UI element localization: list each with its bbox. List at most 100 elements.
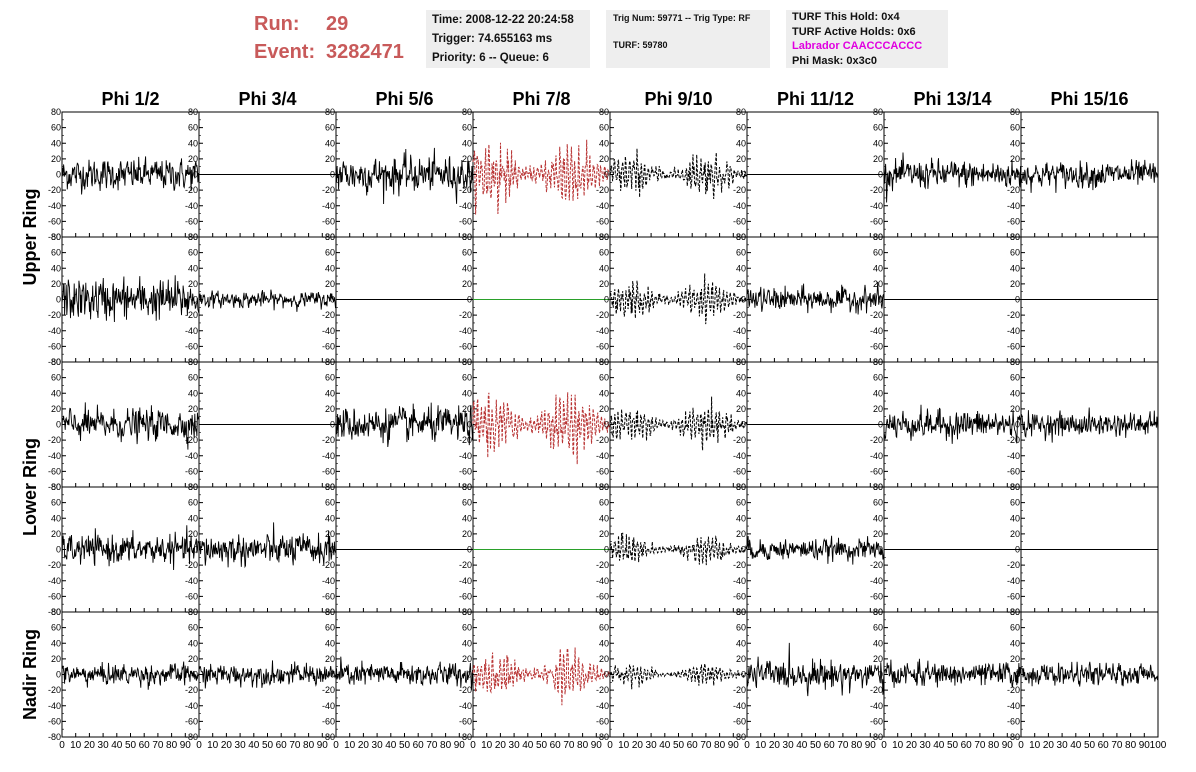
y-tick-label: 20 bbox=[462, 154, 472, 164]
y-tick-label: 60 bbox=[873, 498, 883, 508]
y-tick-label: 60 bbox=[462, 123, 472, 133]
y-tick-label: 0 bbox=[193, 295, 198, 305]
y-tick-label: -40 bbox=[733, 576, 746, 586]
waveform-r5-c4 bbox=[472, 647, 611, 706]
x-tick-label: 50 bbox=[399, 740, 411, 751]
y-tick-label: 80 bbox=[462, 357, 472, 367]
x-tick-label: 90 bbox=[728, 740, 740, 751]
x-tick-label: 60 bbox=[413, 740, 425, 751]
x-tick-label: 50 bbox=[1084, 740, 1096, 751]
y-tick-label: 0 bbox=[878, 170, 883, 180]
x-tick-label: 90 bbox=[591, 740, 603, 751]
y-tick-label: 0 bbox=[330, 295, 335, 305]
y-tick-label: 80 bbox=[188, 232, 198, 242]
trigger-info-box: Trig Num: 59771 -- Trig Type: RF TURF: 5… bbox=[606, 10, 770, 68]
y-tick-label: 0 bbox=[741, 420, 746, 430]
y-tick-label: -20 bbox=[596, 435, 609, 445]
y-tick-label: -40 bbox=[1007, 701, 1020, 711]
x-tick-label: 40 bbox=[1070, 740, 1082, 751]
x-tick-label: 10 bbox=[481, 740, 493, 751]
y-tick-label: -40 bbox=[459, 201, 472, 211]
y-tick-label: -20 bbox=[1007, 185, 1020, 195]
y-tick-label: -60 bbox=[733, 716, 746, 726]
y-tick-label: -40 bbox=[1007, 326, 1020, 336]
y-tick-label: 60 bbox=[188, 123, 198, 133]
y-tick-label: 40 bbox=[325, 138, 335, 148]
y-tick-label: 0 bbox=[1015, 295, 1020, 305]
x-tick-label: 30 bbox=[783, 740, 795, 751]
y-tick-label: 40 bbox=[599, 513, 609, 523]
y-tick-label: -60 bbox=[733, 591, 746, 601]
x-tick-label: 90 bbox=[1139, 740, 1151, 751]
y-tick-label: 20 bbox=[462, 279, 472, 289]
y-tick-label: 80 bbox=[325, 482, 335, 492]
x-tick-label: 30 bbox=[920, 740, 932, 751]
y-tick-label: -40 bbox=[459, 451, 472, 461]
y-tick-label: -40 bbox=[596, 451, 609, 461]
y-tick-label: -60 bbox=[733, 216, 746, 226]
y-tick-label: 0 bbox=[1015, 170, 1020, 180]
y-tick-label: 60 bbox=[51, 498, 61, 508]
y-tick-label: 0 bbox=[56, 170, 61, 180]
y-tick-label: 80 bbox=[462, 607, 472, 617]
y-tick-label: -40 bbox=[733, 326, 746, 336]
y-tick-label: 60 bbox=[599, 248, 609, 258]
column-title-3: Phi 5/6 bbox=[375, 89, 433, 109]
x-tick-label: 30 bbox=[98, 740, 110, 751]
x-tick-label: 50 bbox=[810, 740, 822, 751]
y-tick-label: 0 bbox=[467, 545, 472, 555]
y-tick-label: 60 bbox=[325, 623, 335, 633]
y-tick-label: 20 bbox=[599, 529, 609, 539]
y-tick-label: 40 bbox=[188, 513, 198, 523]
y-tick-label: -80 bbox=[185, 732, 198, 742]
y-tick-label: 40 bbox=[325, 388, 335, 398]
x-tick-label: 10 bbox=[207, 740, 219, 751]
y-tick-label: 80 bbox=[325, 232, 335, 242]
y-tick-label: 40 bbox=[188, 263, 198, 273]
y-tick-label: 20 bbox=[325, 154, 335, 164]
y-tick-label: 20 bbox=[1010, 654, 1020, 664]
x-tick-label: 70 bbox=[700, 740, 712, 751]
y-tick-label: 0 bbox=[741, 170, 746, 180]
y-tick-label: -40 bbox=[870, 701, 883, 711]
y-tick-label: -20 bbox=[870, 310, 883, 320]
waveform-r5-c8 bbox=[1020, 661, 1159, 687]
y-tick-label: 0 bbox=[193, 170, 198, 180]
waveform-r3-c7 bbox=[883, 404, 1022, 444]
y-tick-label: 60 bbox=[736, 373, 746, 383]
y-tick-label: -80 bbox=[48, 232, 61, 242]
waveform-r5-c7 bbox=[883, 658, 1022, 689]
y-tick-label: 60 bbox=[1010, 248, 1020, 258]
y-tick-label: 20 bbox=[599, 654, 609, 664]
y-tick-label: 80 bbox=[599, 482, 609, 492]
y-tick-label: 40 bbox=[1010, 513, 1020, 523]
x-tick-label: 0 bbox=[1018, 740, 1024, 751]
x-tick-label: 80 bbox=[303, 740, 315, 751]
y-tick-label: 60 bbox=[599, 498, 609, 508]
y-tick-label: -60 bbox=[870, 466, 883, 476]
x-tick-label: 20 bbox=[221, 740, 233, 751]
y-tick-label: 60 bbox=[1010, 373, 1020, 383]
y-tick-label: 20 bbox=[188, 529, 198, 539]
y-tick-label: -40 bbox=[185, 326, 198, 336]
y-tick-label: 40 bbox=[1010, 263, 1020, 273]
y-tick-label: 20 bbox=[736, 154, 746, 164]
y-tick-label: -40 bbox=[48, 201, 61, 211]
y-tick-label: 20 bbox=[188, 154, 198, 164]
waveform-r5-c1 bbox=[61, 661, 200, 690]
y-tick-label: 40 bbox=[736, 388, 746, 398]
column-title-5: Phi 9/10 bbox=[644, 89, 712, 109]
y-tick-label: -60 bbox=[1007, 716, 1020, 726]
y-tick-label: -80 bbox=[459, 732, 472, 742]
y-tick-label: 20 bbox=[736, 279, 746, 289]
y-tick-label: -60 bbox=[1007, 591, 1020, 601]
x-tick-label: 80 bbox=[851, 740, 863, 751]
y-tick-label: 40 bbox=[599, 138, 609, 148]
waveform-r3-c1 bbox=[61, 402, 200, 450]
waveform-r3-c5 bbox=[609, 396, 748, 451]
y-tick-label: 60 bbox=[325, 498, 335, 508]
y-tick-label: -60 bbox=[459, 341, 472, 351]
y-tick-label: -20 bbox=[322, 185, 335, 195]
y-tick-label: -20 bbox=[870, 685, 883, 695]
y-tick-label: -40 bbox=[870, 451, 883, 461]
